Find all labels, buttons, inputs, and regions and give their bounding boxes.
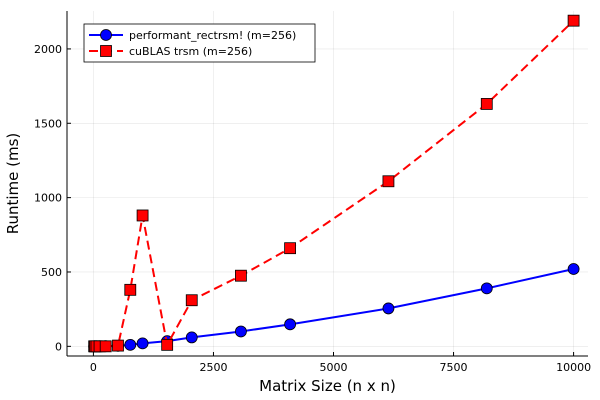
legend-marker [100, 45, 112, 57]
axes [66, 11, 588, 357]
y-tick-label: 1500 [34, 117, 62, 130]
data-point [235, 269, 247, 282]
data-point [185, 294, 198, 307]
data-point [567, 14, 580, 27]
data-point [136, 337, 149, 350]
series-2 [88, 14, 580, 353]
data-point [567, 263, 580, 275]
x-axis-title: Matrix Size (n x n) [259, 377, 396, 395]
y-tick-label: 500 [41, 266, 62, 279]
legend-marker [100, 29, 112, 41]
x-tick-label: 0 [90, 361, 97, 374]
data-point [161, 338, 174, 351]
data-point [124, 338, 137, 351]
x-tick-label: 7500 [440, 361, 468, 374]
y-axis-title: Runtime (ms) [4, 133, 22, 235]
ticks: 0 2500 5000 7500 10000 0 500 1000 1500 2000 [34, 43, 591, 374]
data-point [136, 209, 149, 222]
grid [67, 11, 588, 356]
y-tick-label: 1000 [34, 192, 62, 205]
x-tick-label: 5000 [320, 361, 348, 374]
legend-label: cuBLAS trsm (m=256) [129, 45, 252, 58]
series-layer [88, 14, 580, 353]
y-tick-label: 2000 [34, 43, 62, 56]
data-point [480, 98, 493, 110]
data-point [382, 175, 395, 188]
data-point [235, 325, 247, 338]
y-tick-label: 0 [55, 340, 62, 353]
legend: performant_rectrsm! (m=256) cuBLAS trsm (… [83, 23, 316, 63]
data-point [284, 318, 296, 331]
data-point [284, 242, 296, 255]
data-point [480, 282, 493, 295]
x-tick-label: 2500 [199, 361, 227, 374]
data-point [185, 331, 198, 344]
data-point [382, 302, 395, 315]
x-tick-label: 10000 [556, 361, 591, 374]
data-point [124, 283, 137, 296]
data-point [112, 339, 124, 352]
legend-box [83, 23, 316, 63]
data-point [99, 340, 112, 353]
legend-label: performant_rectrsm! (m=256) [129, 29, 296, 42]
